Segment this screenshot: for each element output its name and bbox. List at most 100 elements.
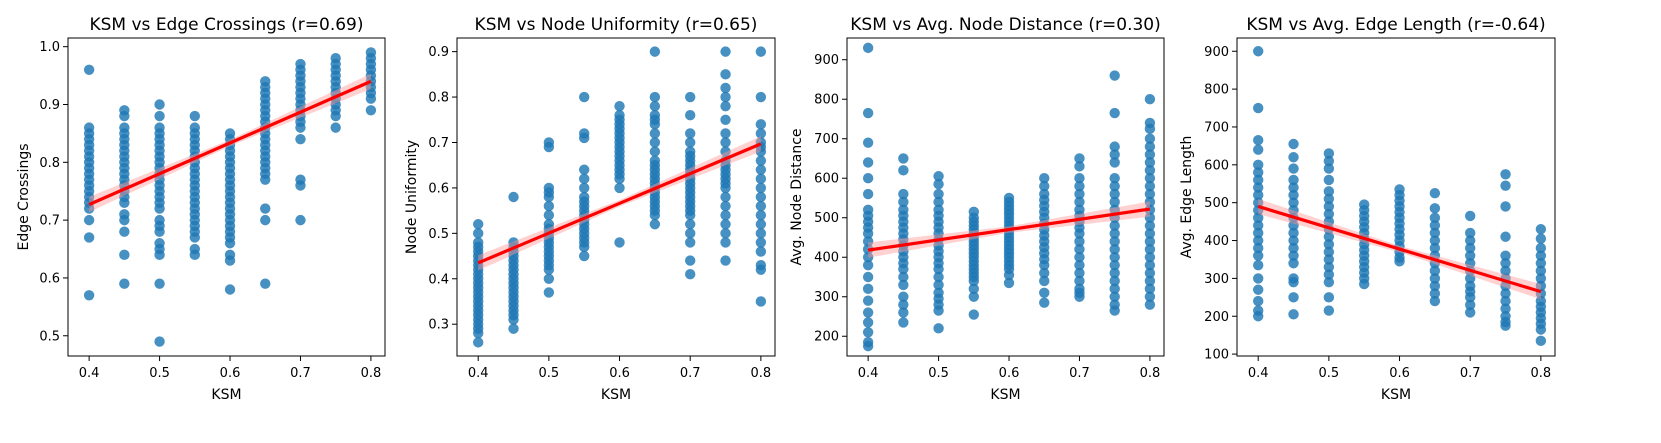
data-point xyxy=(1109,188,1120,200)
data-point xyxy=(898,299,909,310)
data-point xyxy=(1429,188,1441,199)
x-tick-label: 0.4 xyxy=(79,366,100,381)
data-point xyxy=(720,237,731,248)
x-tick-label: 0.6 xyxy=(220,366,241,381)
x-tick-label: 0.6 xyxy=(609,366,630,381)
data-point xyxy=(1288,174,1299,186)
data-point xyxy=(1109,275,1120,287)
data-point xyxy=(1465,299,1476,311)
data-point xyxy=(1074,252,1085,263)
x-axis-label: KSM xyxy=(211,387,241,403)
data-point xyxy=(473,328,484,339)
chart-title: KSM vs Avg. Edge Length (r=-0.64) xyxy=(1246,15,1545,35)
data-point xyxy=(968,309,979,320)
data-point xyxy=(83,214,95,226)
data-point xyxy=(720,137,731,148)
data-point xyxy=(1429,265,1441,277)
regression-line xyxy=(88,79,372,206)
data-point xyxy=(1109,196,1120,208)
data-point xyxy=(1039,297,1050,308)
data-point xyxy=(1500,320,1511,331)
data-point xyxy=(543,191,555,203)
y-tick-label: 0.7 xyxy=(428,136,449,151)
data-point xyxy=(685,137,696,148)
data-point xyxy=(83,232,95,243)
data-point xyxy=(1144,259,1156,271)
data-point xyxy=(1535,242,1547,254)
data-point xyxy=(755,228,767,239)
data-point xyxy=(224,284,236,295)
data-point xyxy=(1288,197,1299,208)
data-point xyxy=(898,307,909,318)
data-point xyxy=(685,91,696,103)
data-point xyxy=(862,188,874,200)
data-point xyxy=(755,296,767,307)
data-point xyxy=(1253,227,1264,239)
data-point xyxy=(862,271,874,283)
regression-line xyxy=(867,207,1151,252)
y-tick-label: 400 xyxy=(1204,234,1229,249)
y-tick-label: 800 xyxy=(814,93,839,108)
data-point xyxy=(154,99,165,110)
data-point xyxy=(1144,157,1156,168)
data-point xyxy=(579,250,590,262)
data-point xyxy=(1323,292,1335,303)
data-point xyxy=(720,255,731,266)
data-point xyxy=(720,46,731,57)
data-point xyxy=(1074,196,1085,208)
data-point xyxy=(1144,283,1156,295)
data-point xyxy=(365,105,377,116)
data-point xyxy=(1144,188,1156,200)
y-tick-label: 600 xyxy=(814,172,839,187)
y-tick-label: 300 xyxy=(814,290,839,305)
data-point xyxy=(1144,291,1156,302)
data-point xyxy=(720,100,731,112)
data-point xyxy=(1288,235,1299,246)
data-point xyxy=(1253,273,1264,284)
data-point xyxy=(862,157,874,168)
data-point xyxy=(224,238,236,249)
plot-frame xyxy=(846,37,1165,357)
data-point xyxy=(755,46,767,57)
data-point xyxy=(1253,46,1264,57)
data-point xyxy=(755,128,767,139)
data-point xyxy=(1074,173,1085,184)
x-tick-label: 0.8 xyxy=(1140,366,1161,381)
y-axis-label: Node Uniformity xyxy=(404,140,420,254)
data-point xyxy=(260,214,271,226)
data-point xyxy=(1500,303,1511,314)
data-point xyxy=(295,122,306,133)
data-point xyxy=(1323,269,1335,280)
x-tick-label: 0.6 xyxy=(999,366,1020,381)
data-point xyxy=(1465,250,1476,261)
data-point xyxy=(1074,259,1085,271)
data-point xyxy=(83,203,95,214)
data-point xyxy=(755,264,767,275)
data-point xyxy=(1253,174,1264,186)
data-point xyxy=(898,263,909,275)
data-point xyxy=(1144,236,1156,247)
data-point xyxy=(755,191,767,203)
plot-area xyxy=(1253,46,1547,347)
data-point xyxy=(1109,291,1120,302)
data-point xyxy=(1074,244,1085,255)
data-point xyxy=(508,191,519,203)
data-point xyxy=(862,173,874,184)
x-axis-label: KSM xyxy=(601,387,631,403)
x-tick-label: 0.8 xyxy=(361,366,382,381)
data-point xyxy=(862,252,874,263)
data-point xyxy=(543,287,555,298)
data-point xyxy=(649,209,661,221)
data-point xyxy=(119,110,130,122)
data-point xyxy=(862,295,874,306)
data-point xyxy=(1003,277,1015,289)
x-tick-label: 0.8 xyxy=(751,366,772,381)
data-point xyxy=(1535,280,1547,292)
y-tick-label: 0.6 xyxy=(428,181,449,196)
data-point xyxy=(1144,133,1156,144)
data-point xyxy=(1074,153,1085,164)
data-point xyxy=(1465,307,1476,318)
regression-line xyxy=(1257,204,1542,294)
data-point xyxy=(295,214,306,226)
data-point xyxy=(755,119,767,130)
